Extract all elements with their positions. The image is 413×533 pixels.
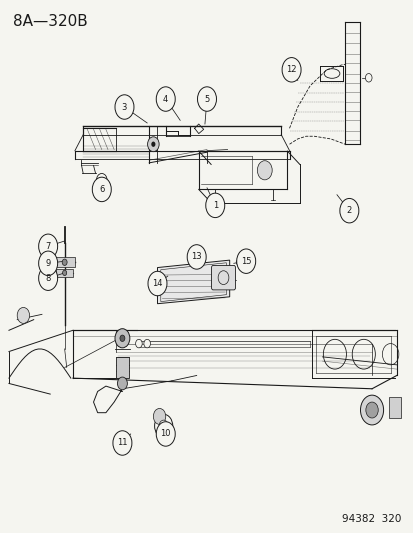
FancyBboxPatch shape [116, 357, 129, 378]
Circle shape [115, 329, 130, 348]
FancyBboxPatch shape [54, 257, 75, 266]
Circle shape [365, 74, 371, 82]
Circle shape [135, 340, 142, 348]
Circle shape [62, 259, 67, 265]
Circle shape [144, 340, 150, 348]
Circle shape [154, 414, 172, 438]
Circle shape [38, 251, 57, 276]
Text: 4: 4 [163, 94, 168, 103]
Circle shape [360, 395, 383, 425]
FancyBboxPatch shape [211, 265, 235, 290]
Circle shape [236, 249, 255, 273]
Text: 94382  320: 94382 320 [341, 514, 400, 524]
Circle shape [147, 271, 166, 296]
Text: 13: 13 [191, 253, 202, 261]
Circle shape [38, 266, 57, 290]
Circle shape [156, 422, 175, 446]
Circle shape [113, 431, 132, 455]
Text: 10: 10 [160, 430, 171, 439]
Text: 2: 2 [346, 206, 351, 215]
Circle shape [38, 234, 57, 259]
Text: 8: 8 [45, 273, 51, 282]
Text: 7: 7 [45, 242, 51, 251]
Text: 12: 12 [286, 66, 296, 74]
Circle shape [281, 58, 300, 82]
Text: 8A—320B: 8A—320B [13, 14, 88, 29]
FancyBboxPatch shape [56, 269, 73, 277]
Circle shape [235, 260, 240, 265]
Text: 9: 9 [45, 259, 51, 268]
Circle shape [62, 270, 66, 276]
Text: 11: 11 [117, 439, 127, 448]
Circle shape [151, 142, 155, 147]
Text: 15: 15 [240, 257, 251, 265]
Circle shape [153, 408, 165, 424]
Text: 6: 6 [99, 185, 104, 194]
Circle shape [92, 177, 111, 201]
Circle shape [339, 198, 358, 223]
Circle shape [205, 193, 224, 217]
Circle shape [96, 173, 107, 187]
Text: 5: 5 [204, 94, 209, 103]
Circle shape [117, 377, 127, 390]
Circle shape [257, 161, 271, 180]
Circle shape [156, 87, 175, 111]
Circle shape [120, 335, 125, 342]
Circle shape [115, 95, 134, 119]
Circle shape [147, 137, 159, 152]
FancyBboxPatch shape [388, 397, 400, 418]
Polygon shape [157, 260, 229, 304]
Text: 3: 3 [121, 102, 127, 111]
Circle shape [197, 87, 216, 111]
Circle shape [187, 245, 206, 269]
Text: 1: 1 [212, 201, 217, 210]
Circle shape [365, 402, 377, 418]
Circle shape [159, 420, 168, 432]
Circle shape [17, 308, 29, 324]
Text: 14: 14 [152, 279, 162, 288]
